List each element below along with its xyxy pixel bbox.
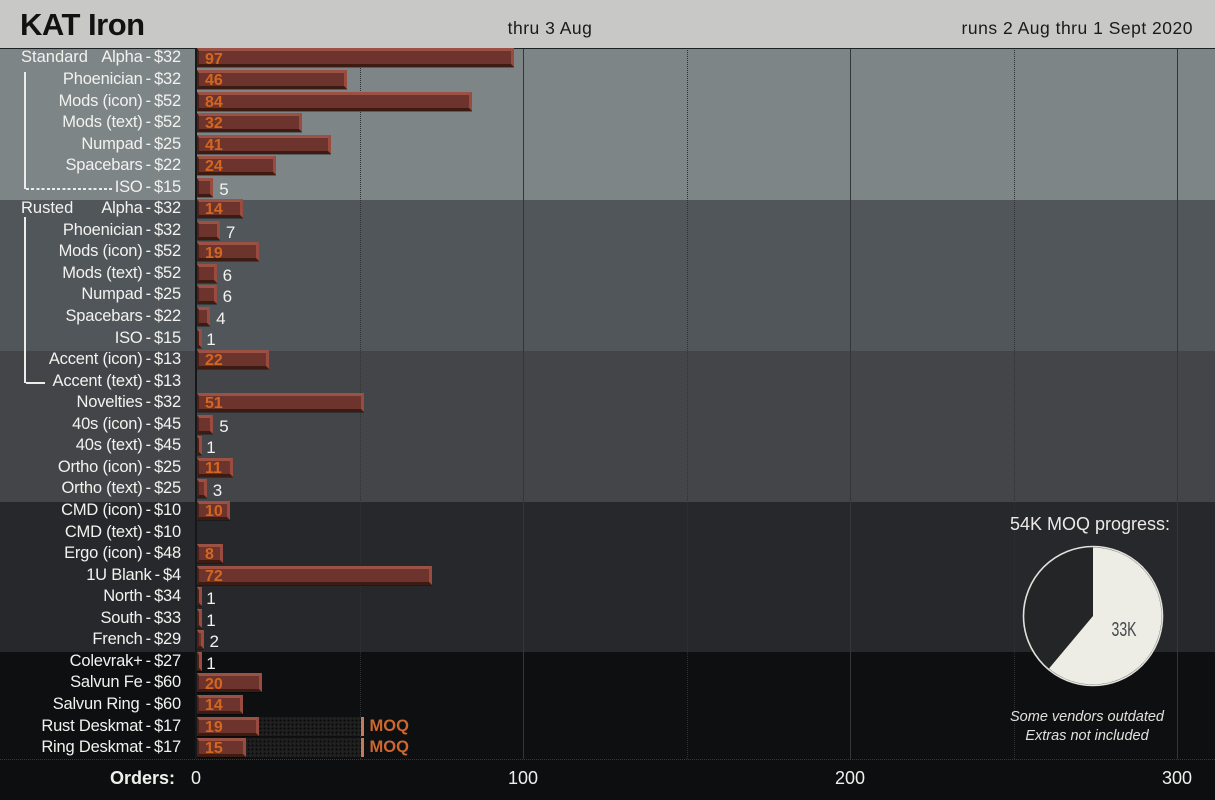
svg-text:33K: 33K <box>1112 619 1137 641</box>
